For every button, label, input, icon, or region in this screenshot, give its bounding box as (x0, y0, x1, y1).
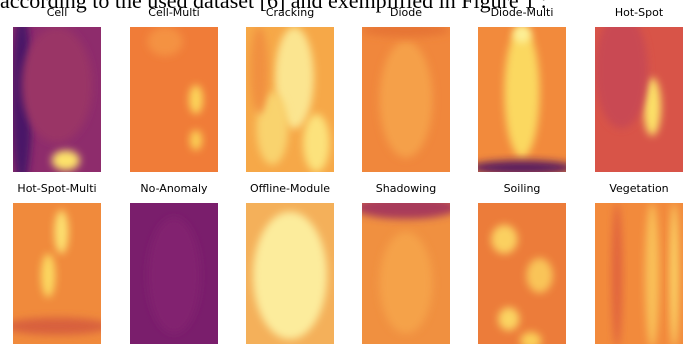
image-region (22, 27, 92, 143)
panel-label: Cell-Multi (148, 6, 199, 19)
thermal-image (469, 26, 575, 175)
image-region (595, 13, 648, 129)
image-region (54, 210, 68, 254)
panel-label: Soiling (504, 182, 541, 195)
image-region (52, 150, 80, 170)
thermal-image (362, 23, 450, 172)
panel-label: Diode (390, 6, 422, 19)
image-region (504, 27, 539, 158)
image-region (41, 254, 55, 298)
panel-label: Cell (47, 6, 68, 19)
image-region (362, 23, 450, 38)
image-region (4, 318, 110, 335)
image-region (250, 27, 268, 114)
image-region (526, 258, 552, 293)
image-base (478, 203, 566, 344)
image-region (491, 225, 517, 254)
thermal-image (478, 203, 566, 344)
thermal-image (595, 13, 683, 173)
image-region (612, 203, 623, 344)
thermal-image (130, 203, 218, 344)
panel-label: Cracking (266, 6, 314, 19)
panel-label: Diode-Multi (491, 6, 554, 19)
panel-label: Vegetation (609, 182, 668, 195)
image-region (190, 130, 202, 150)
image-region (303, 114, 329, 172)
thermal-image (130, 27, 218, 172)
image-region (380, 232, 433, 334)
image-region (670, 203, 679, 344)
image-region (645, 203, 659, 344)
panel-label: Hot-Spot-Multi (17, 182, 96, 195)
image-region (513, 26, 531, 43)
image-region (148, 218, 201, 334)
image-region (253, 212, 327, 340)
image-region (380, 42, 433, 158)
image-base (595, 203, 683, 344)
panel-label: Hot-Spot (615, 6, 664, 19)
thermal-image (246, 27, 334, 172)
image-region (189, 85, 203, 114)
figure: according to the used dataset [6] and ex… (0, 0, 694, 344)
panel-label: Offline-Module (250, 182, 330, 195)
thermal-image (246, 203, 334, 344)
thermal-image (595, 203, 683, 344)
image-region (353, 196, 459, 219)
image-region (469, 160, 575, 175)
panel-label: Shadowing (376, 182, 436, 195)
thermal-image (4, 203, 110, 344)
image-region (148, 27, 183, 56)
image-region (498, 307, 519, 330)
panel-label: No-Anomaly (140, 182, 208, 195)
thermal-image (353, 196, 459, 344)
thermal-image (11, 13, 101, 187)
